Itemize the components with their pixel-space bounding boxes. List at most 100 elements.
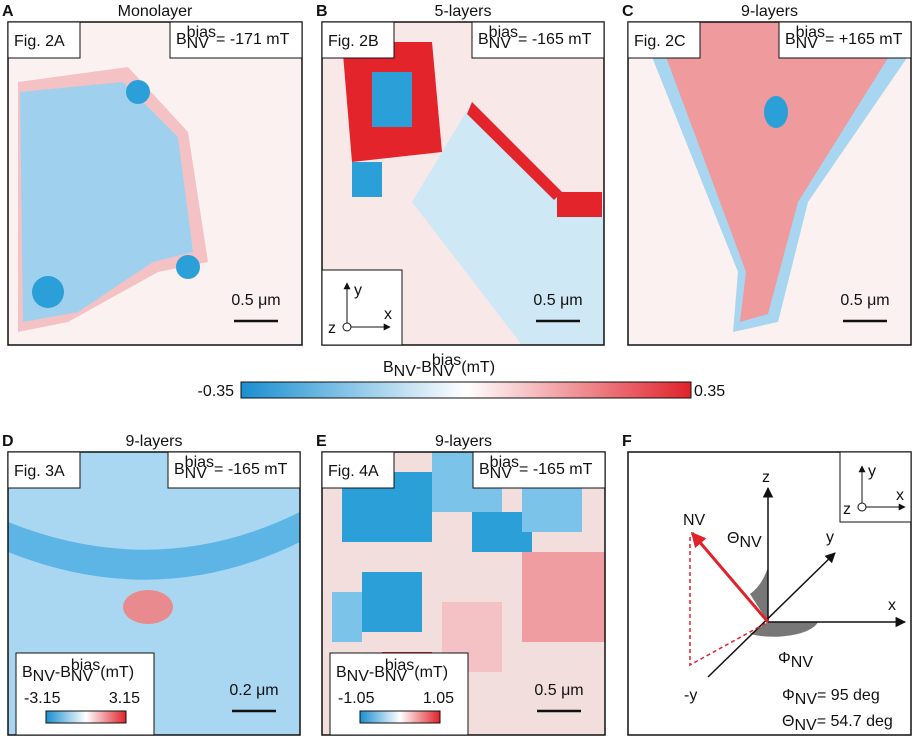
panel-letter: F: [622, 433, 632, 450]
panel-letter: C: [622, 3, 634, 20]
label-text: B: [478, 31, 489, 48]
label-text: (mT): [414, 664, 448, 681]
label-text: Θ: [727, 530, 739, 547]
scale-label: 0.5 μm: [840, 292, 889, 309]
subscript: NV: [394, 363, 417, 380]
panel: E9-layersFig. 4A0.5 μm-1.051.05: [316, 433, 605, 735]
axis-label: -y: [684, 687, 697, 704]
label-text: B: [176, 31, 187, 48]
label-text: B: [479, 461, 490, 478]
scale-label: 0.5 μm: [533, 292, 582, 309]
label-text: B: [785, 31, 796, 48]
superscript: bias: [71, 657, 100, 674]
subscript: NV: [791, 654, 814, 671]
phi-arc: [750, 622, 818, 637]
subscript: NV: [794, 717, 817, 734]
label-text: B: [336, 664, 347, 681]
panel: B 5-layers Fig. 2B 0.5 μm y x z: [316, 3, 604, 345]
fig-label: Fig. 4A: [328, 463, 379, 480]
panel-letter: E: [316, 433, 327, 450]
rich-label: ΘNV: [727, 530, 762, 551]
patch: [352, 162, 382, 197]
superscript: bias: [185, 454, 214, 471]
axis-label: y: [354, 282, 362, 299]
label-text: -B: [55, 664, 71, 681]
label-text: = +165 mT: [825, 31, 903, 48]
subscript: NV: [795, 691, 818, 708]
subscript: NV: [347, 668, 370, 685]
axis-label: z: [328, 320, 336, 337]
figure: AMonolayerFig. 2A0.5 μmBNVbias= -171 mTB…: [0, 0, 915, 740]
label-text: = 95 deg: [817, 687, 880, 704]
panel-title: 9-layers: [126, 433, 183, 450]
label-text: = -171 mT: [216, 31, 290, 48]
label-text: B: [174, 461, 185, 478]
hole: [764, 96, 788, 128]
colorbar: [241, 382, 691, 398]
axis-label: z: [843, 501, 851, 518]
axis-label: z: [762, 469, 770, 486]
scale-label: 0.5 μm: [231, 292, 280, 309]
label-text: Φ: [778, 650, 791, 667]
panel-title: Monolayer: [118, 3, 193, 20]
scale-label: 0.2 μm: [229, 682, 278, 699]
colorbar-max: 1.05: [423, 690, 454, 707]
colorbar: [46, 711, 126, 723]
axis-label: x: [888, 597, 896, 614]
label-text: -B: [369, 664, 385, 681]
fig-label: Fig. 2A: [14, 33, 65, 50]
panel-letter: A: [2, 3, 14, 20]
panel-title: 9-layers: [741, 3, 798, 20]
patch: [372, 72, 412, 127]
blob: [126, 80, 150, 104]
z-dot: [343, 323, 351, 331]
subscript: NV: [33, 668, 56, 685]
axis-y: [708, 553, 835, 677]
domain: [332, 592, 362, 642]
blob: [32, 276, 64, 308]
panel-title: 5-layers: [435, 3, 492, 20]
subscript: NV: [739, 534, 762, 551]
label-text: -B: [416, 359, 432, 376]
blob: [176, 255, 200, 279]
fig-label: Fig. 2B: [328, 33, 379, 50]
label-text: = -165 mT: [518, 31, 592, 48]
label-text: = 54.7 deg: [817, 713, 893, 730]
superscript: bias: [187, 24, 216, 41]
domain: [362, 572, 422, 632]
fig-label: Fig. 2C: [634, 33, 686, 50]
axis-label: y: [868, 463, 876, 480]
domain: [522, 552, 605, 642]
label-text: B: [383, 359, 394, 376]
superscript: bias: [490, 454, 519, 471]
panel-letter: B: [316, 3, 328, 20]
z-dot: [858, 503, 866, 511]
colorbar-max: 0.35: [694, 383, 725, 400]
patch: [557, 192, 602, 217]
axis-label: x: [896, 487, 904, 504]
axis-label: x: [384, 306, 392, 323]
panel-letter: D: [2, 433, 14, 450]
label-text: = -165 mT: [214, 461, 288, 478]
axis-label: y: [826, 529, 834, 546]
colorbar-min: -3.15: [24, 690, 61, 707]
label-text: (mT): [100, 664, 134, 681]
superscript: bias: [432, 352, 461, 369]
label-text: = -165 mT: [519, 461, 593, 478]
colorbar: [360, 711, 440, 723]
superscript: bias: [385, 657, 414, 674]
label-text: B: [22, 664, 33, 681]
superscript: bias: [489, 24, 518, 41]
label-text: Φ: [782, 687, 795, 704]
label-text: Θ: [782, 713, 794, 730]
island: [123, 590, 173, 624]
panel: A Monolayer Fig. 2A 0.5 μm: [2, 3, 302, 345]
label-text: (mT): [461, 359, 495, 376]
domain: [522, 482, 582, 532]
colorbar-min: -1.05: [338, 690, 375, 707]
